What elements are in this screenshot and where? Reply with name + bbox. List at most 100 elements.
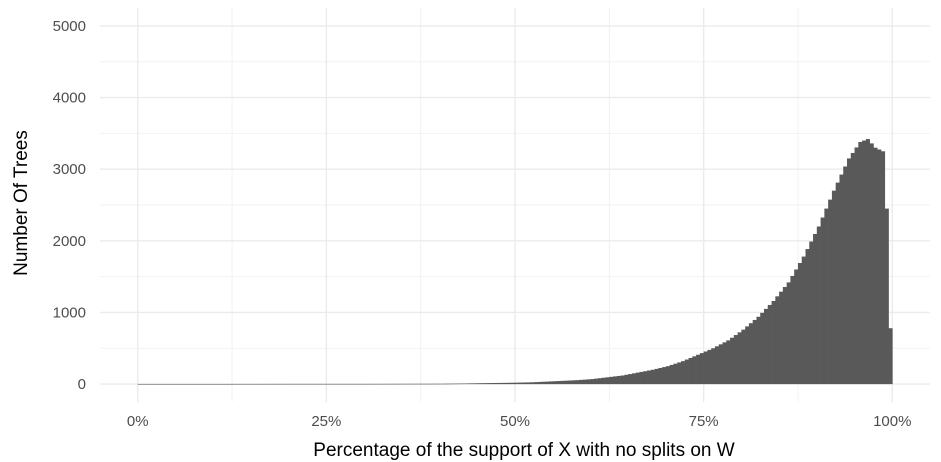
y-tick-label: 4000: [53, 90, 86, 107]
histogram-bar: [296, 383, 301, 385]
histogram-bar: [616, 375, 621, 385]
histogram-bar: [281, 383, 286, 385]
histogram-bar: [149, 383, 154, 385]
y-tick-label: 2000: [53, 233, 86, 250]
histogram-bar: [137, 383, 142, 385]
histogram-bar: [228, 383, 233, 385]
histogram-bar: [235, 383, 240, 385]
histogram-bar: [647, 370, 652, 385]
histogram-bar: [620, 375, 625, 385]
histogram-bar: [488, 383, 493, 385]
histogram-bar: [831, 190, 837, 385]
histogram-bar: [450, 383, 455, 385]
x-tick-label: 75%: [689, 413, 719, 430]
histogram-bar: [869, 143, 874, 385]
histogram-bar: [733, 335, 738, 385]
histogram-bar: [239, 383, 244, 385]
histogram-bar: [775, 296, 780, 385]
histogram-bar: [299, 383, 305, 385]
histogram-bar: [364, 383, 369, 385]
histogram-bar: [669, 364, 674, 385]
histogram-bar: [556, 381, 561, 385]
histogram-bar: [458, 383, 463, 385]
histogram-bar: [469, 383, 474, 385]
histogram-bar: [326, 383, 331, 385]
histogram-bar: [216, 383, 222, 385]
histogram-bar: [473, 383, 478, 385]
histogram-bar: [167, 383, 173, 385]
histogram-bar: [598, 378, 603, 385]
histogram-bar: [665, 366, 671, 385]
histogram-bar: [288, 383, 293, 385]
histogram-bar: [315, 383, 320, 385]
histogram-bar: [820, 217, 825, 385]
histogram-bar: [579, 379, 584, 385]
histogram-bar: [605, 377, 610, 385]
histogram-bar: [330, 383, 335, 385]
histogram-bar: [567, 380, 572, 385]
histogram-bar: [496, 382, 501, 385]
y-axis-tick-labels: 0 1000 2000 3000 4000 5000: [53, 18, 86, 393]
histogram-bar: [813, 234, 818, 385]
histogram-bar: [213, 383, 218, 385]
histogram-bar: [658, 367, 663, 385]
histogram-bar: [435, 383, 440, 385]
histogram-bar: [816, 226, 821, 385]
histogram-bar: [624, 374, 629, 385]
histogram-bar: [190, 383, 195, 385]
y-tick-label: 0: [78, 376, 86, 393]
histogram-bar: [262, 383, 267, 385]
histogram-bar: [805, 249, 810, 385]
histogram-bar: [824, 208, 829, 385]
histogram-bar: [548, 381, 554, 385]
histogram-bar: [511, 382, 516, 385]
histogram-bar: [465, 383, 471, 385]
histogram-bar: [375, 383, 380, 385]
histogram-bar: [409, 383, 414, 385]
histogram-bar: [424, 383, 429, 385]
histogram-bar: [145, 383, 150, 385]
histogram-bar: [398, 383, 403, 385]
histogram-bar: [356, 383, 361, 385]
histogram-bar: [515, 382, 520, 385]
histogram-bar: [345, 383, 350, 385]
histogram-bar: [628, 374, 633, 385]
histogram-bar: [232, 383, 237, 385]
histogram-bar: [718, 344, 723, 385]
histogram-bar: [748, 323, 754, 385]
histogram-bar: [677, 362, 682, 385]
histogram-bar: [428, 383, 433, 385]
histogram-bar: [726, 340, 731, 385]
histogram-bar: [164, 383, 169, 385]
histogram-bar: [865, 139, 870, 385]
x-axis-tick-labels: 0% 25% 50% 75% 100%: [127, 413, 912, 430]
histogram-bar: [850, 152, 855, 385]
histogram-bar: [443, 383, 448, 385]
histogram-bar: [205, 383, 210, 385]
histogram-bar: [779, 291, 784, 385]
histogram-bar: [318, 383, 323, 385]
histogram-bar: [741, 329, 746, 385]
histogram-bar: [790, 275, 795, 385]
histogram-bar: [518, 382, 523, 385]
histogram-bar: [877, 149, 882, 385]
histogram-bar: [582, 379, 588, 385]
histogram-bar: [650, 369, 655, 385]
histogram-bar: [254, 383, 259, 385]
histogram-bar: [201, 383, 206, 385]
histogram-bar: [175, 383, 180, 385]
histogram-bar: [156, 383, 161, 385]
histogram-bar: [405, 383, 410, 385]
histogram-bar: [786, 282, 791, 385]
histogram-bar: [333, 383, 339, 385]
histogram-bar: [752, 319, 757, 385]
histogram-bar: [586, 379, 591, 385]
histogram-bar: [681, 361, 686, 385]
histogram-bar: [858, 141, 863, 385]
histogram-bar: [594, 378, 599, 385]
histogram-bar: [635, 372, 640, 385]
histogram-bar: [462, 383, 467, 385]
histogram-bar: [492, 383, 497, 385]
histogram-bar: [699, 353, 704, 385]
histogram-bar: [273, 383, 278, 385]
